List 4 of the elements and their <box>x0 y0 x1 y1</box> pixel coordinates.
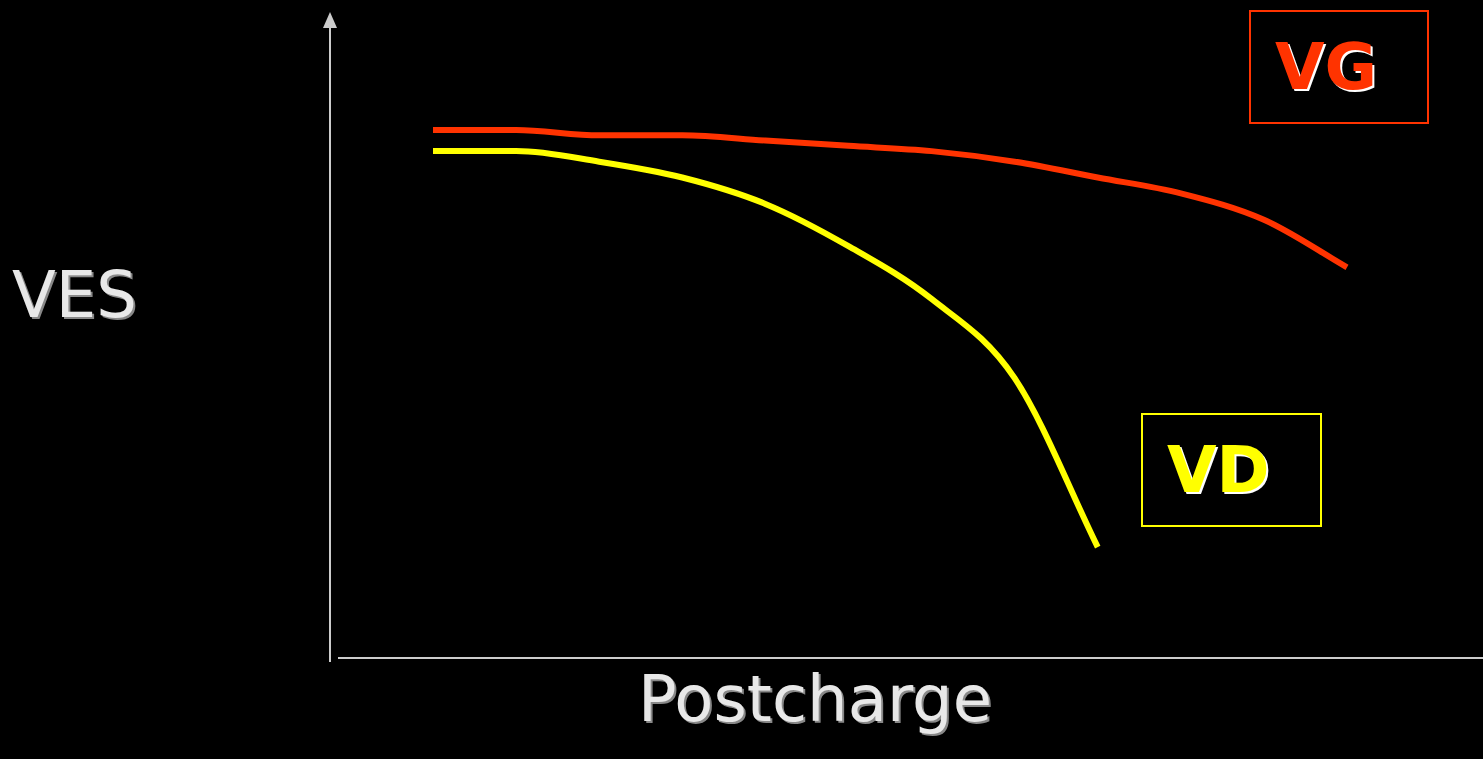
x-axis-title: Postcharge <box>638 662 993 736</box>
y-axis-title: VES <box>12 258 137 332</box>
series-label: VD <box>1141 413 1322 528</box>
series-label: VG <box>1249 10 1430 125</box>
